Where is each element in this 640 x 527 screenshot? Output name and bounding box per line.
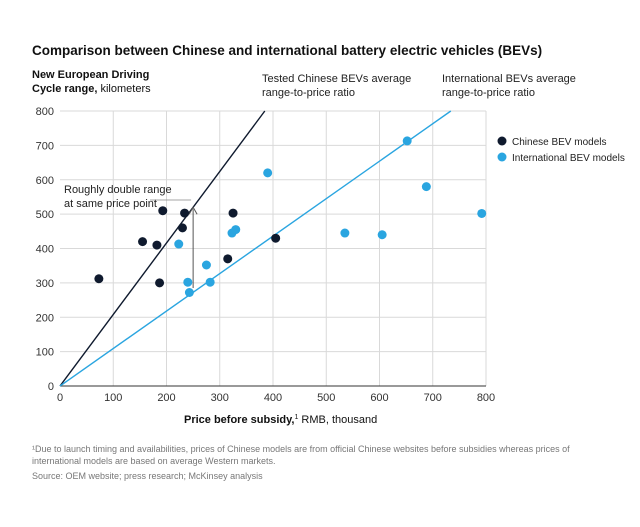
x-tick-label-100: 100 [104,392,122,404]
y-axis-label-unit: kilometers [97,83,151,95]
data-points [94,136,487,297]
x-axis-ticks: 0 100 200 300 400 500 600 700 800 [57,392,495,404]
x-axis-label: Price before subsidy,1 RMB, thousand [184,414,377,426]
legend-marker-chinese [497,136,507,146]
x-axis-label-bold: Price before subsidy, [184,414,294,426]
trend-label-chinese-line-1: Tested Chinese BEVs average [262,73,411,85]
international-bev-point-12 [421,182,431,192]
legend-marker-international [497,152,507,162]
chinese-bev-point-8 [223,254,233,264]
chinese-bev-point-1 [94,274,104,284]
footnote-line-2: international models are based on averag… [32,456,275,466]
y-axis-label-line-1: New European Driving [32,69,149,81]
y-axis-label-line-2: Cycle range, kilometers [32,83,151,95]
chinese-bev-point-4 [155,278,165,288]
chinese-bev-point-3 [152,240,162,250]
international-bev-point-5 [205,277,215,287]
international-bev-point-11 [402,136,412,146]
international-bev-point-10 [377,230,387,240]
y-axis-label-bold: Cycle range, [32,83,97,95]
international-bev-point-13 [477,208,487,218]
x-tick-label-600: 600 [370,392,388,404]
annotation-arrow-head [188,206,198,215]
x-tick-label-300: 300 [211,392,229,404]
trend-line-chinese [59,110,266,387]
chinese-bev-point-5 [158,206,168,216]
international-bev-point-9 [340,228,350,238]
chinese-bev-point-2 [138,237,148,247]
annotation-line-2: at same price point [64,198,157,210]
footnote-line-1: ¹Due to launch timing and availabilities… [32,444,570,454]
international-bev-point-2 [183,277,193,287]
international-bev-point-7 [231,225,241,235]
chinese-bev-point-6 [177,223,187,233]
y-tick-label-400: 400 [36,244,54,256]
trend-label-international-line-1: International BEVs average [442,73,576,85]
double-range-annotation [150,199,198,289]
gridlines [60,110,487,386]
y-tick-label-200: 200 [36,312,54,324]
x-tick-label-700: 700 [424,392,442,404]
chinese-bev-point-7 [180,208,190,218]
legend-label-international: International BEV models [512,153,625,164]
annotation-line-1: Roughly double range [64,184,172,196]
international-bev-point-3 [184,288,194,297]
legend: Chinese BEV models International BEV mod… [497,136,625,164]
chart-title: Comparison between Chinese and internati… [32,43,542,58]
trend-label-international-line-2: range-to-price ratio [442,87,535,99]
x-axis-label-footnote-mark: 1 [294,414,298,421]
y-tick-label-500: 500 [36,209,54,221]
x-tick-label-200: 200 [157,392,175,404]
x-tick-label-400: 400 [264,392,282,404]
y-tick-label-700: 700 [36,140,54,152]
y-axis-ticks: 0 100 200 300 400 500 600 700 800 [36,106,54,393]
legend-label-chinese: Chinese BEV models [512,137,607,148]
trend-label-chinese-line-2: range-to-price ratio [262,87,355,99]
chinese-bev-point-10 [271,233,281,243]
international-bev-point-8 [263,168,273,178]
international-bev-point-1 [174,239,184,249]
y-tick-label-100: 100 [36,347,54,359]
x-axis-label-unit: RMB, thousand [298,414,377,426]
y-tick-label-800: 800 [36,106,54,118]
chinese-bev-point-9 [228,208,238,218]
x-tick-label-500: 500 [317,392,335,404]
trend-lines [59,110,452,387]
y-tick-label-0: 0 [48,381,54,393]
y-tick-label-300: 300 [36,278,54,290]
x-tick-label-800: 800 [477,392,495,404]
trend-line-international [59,110,452,387]
x-tick-label-0: 0 [57,392,63,404]
international-bev-point-4 [201,260,211,270]
source-note: Source: OEM website; press research; McK… [32,471,263,481]
y-tick-label-600: 600 [36,175,54,187]
